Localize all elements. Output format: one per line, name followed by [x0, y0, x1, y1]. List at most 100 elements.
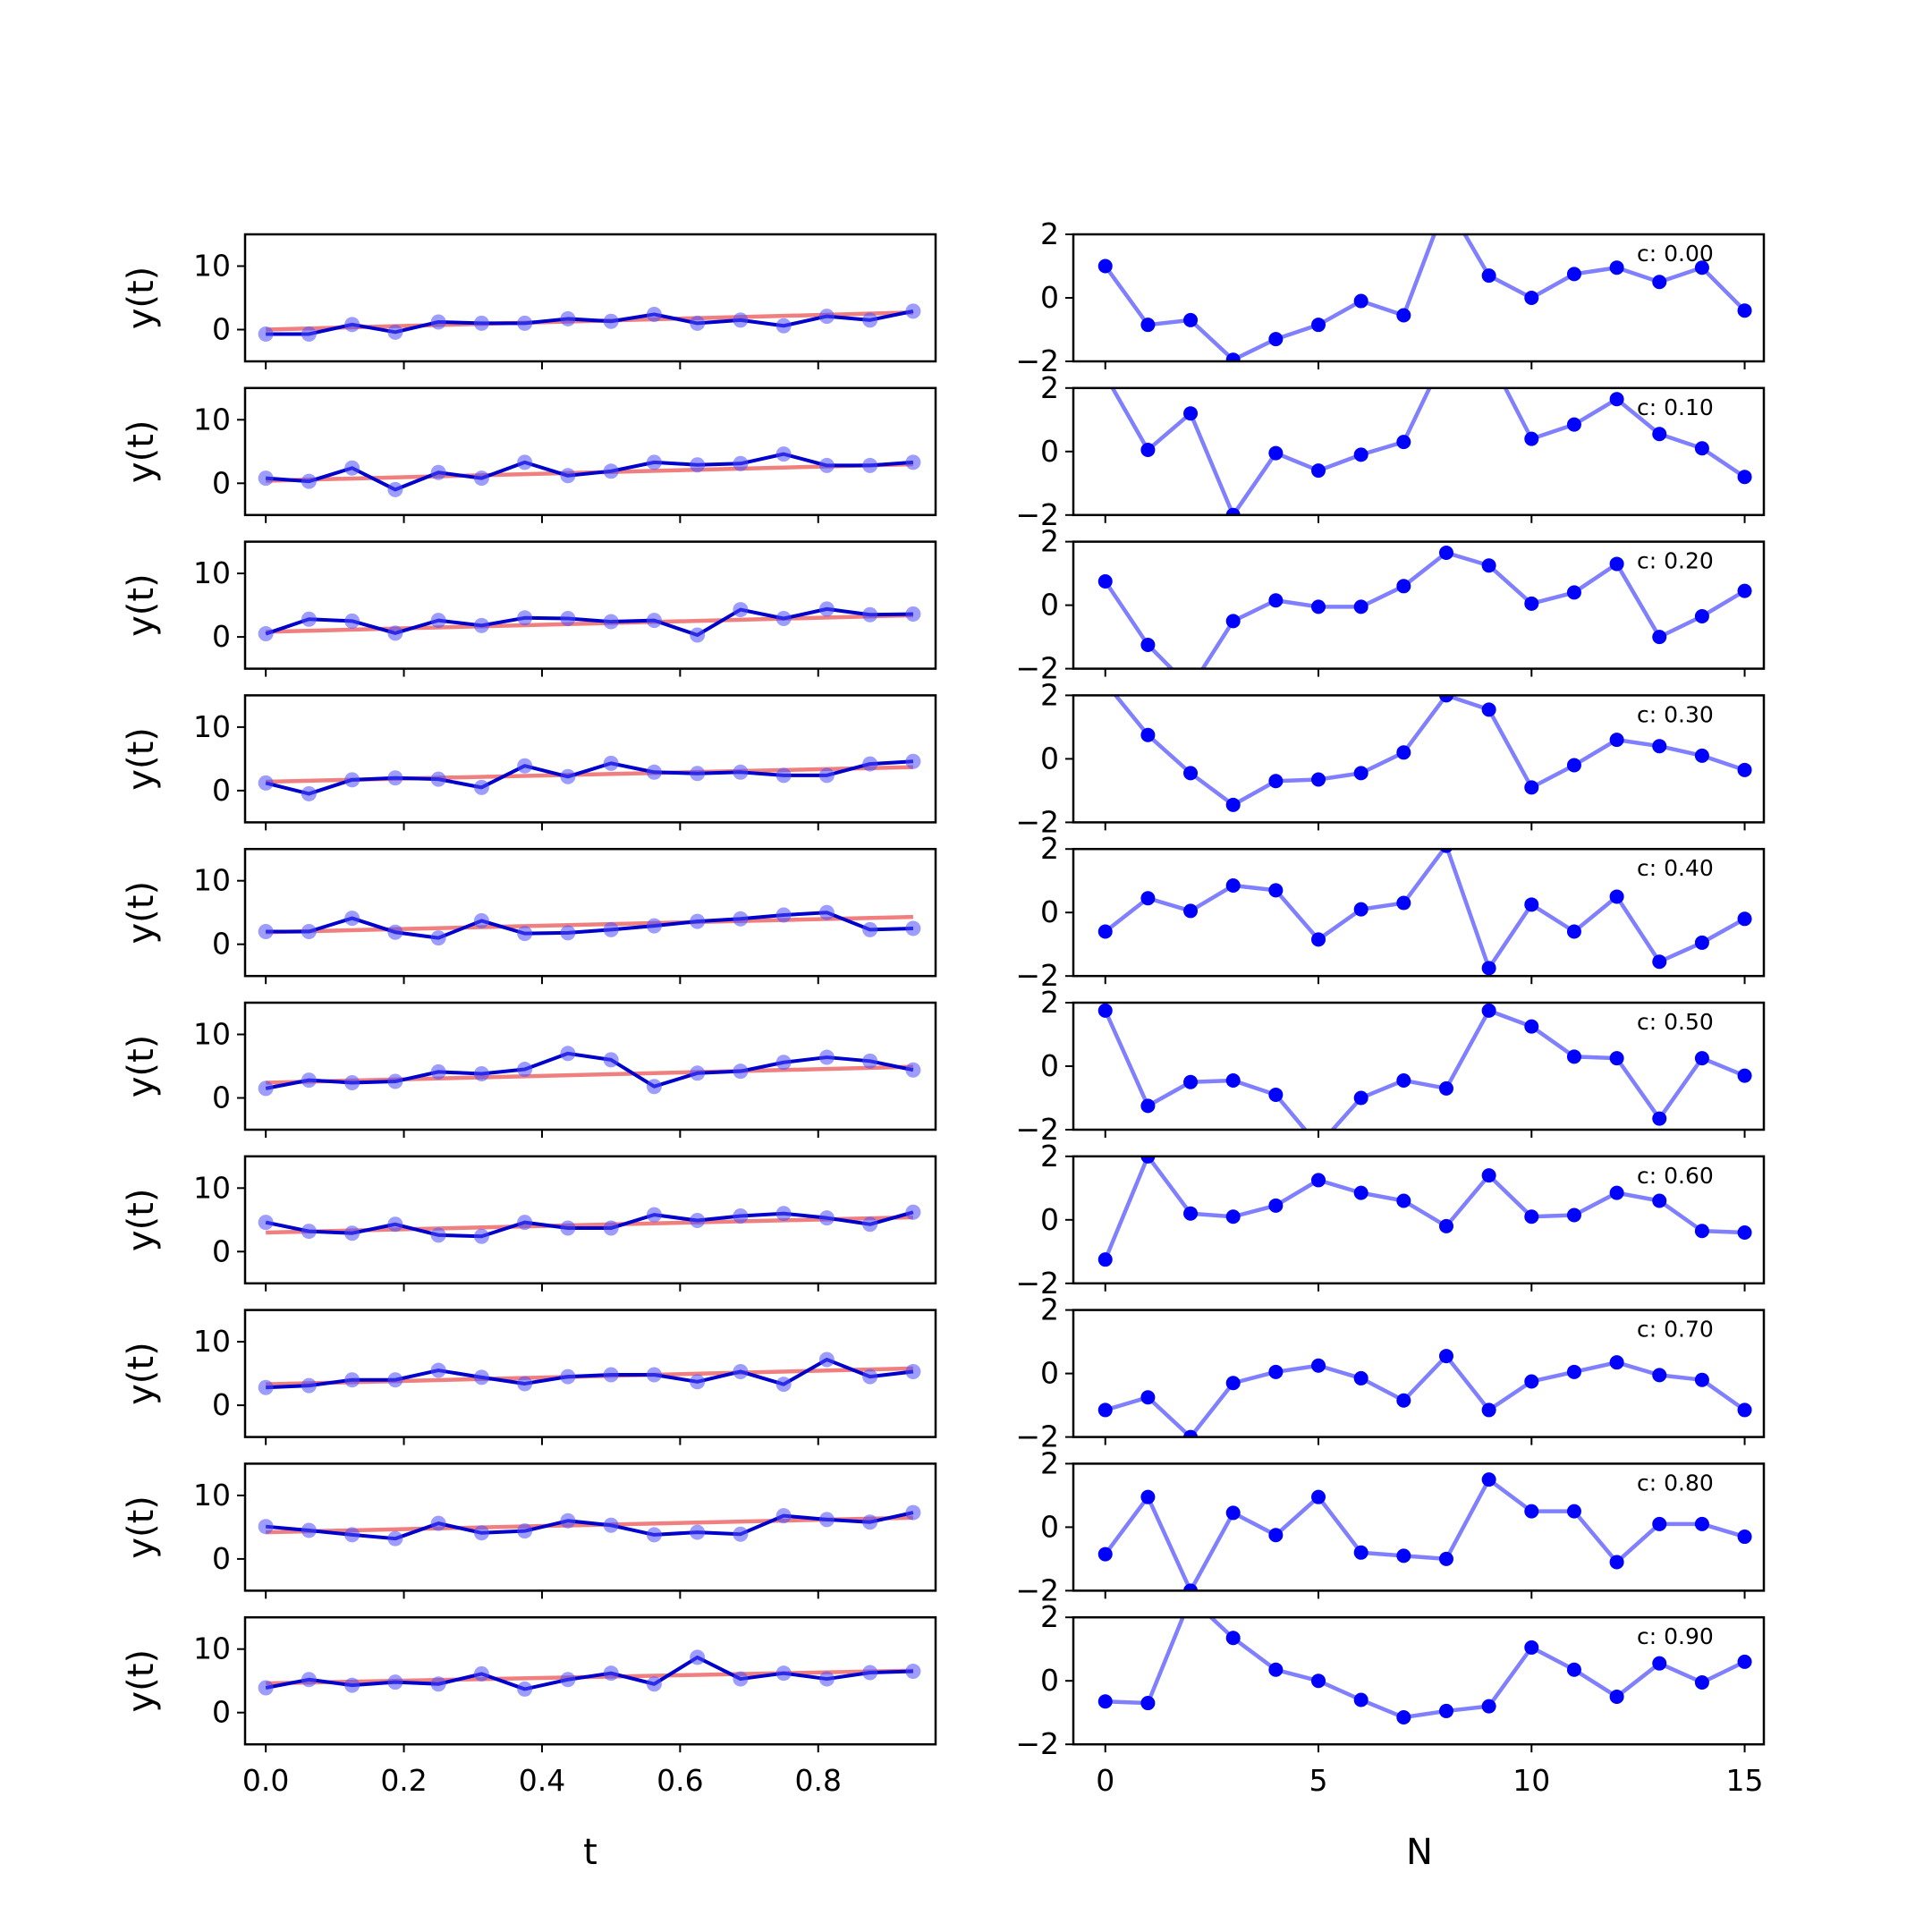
data-point [690, 1065, 706, 1081]
data-point [603, 921, 619, 937]
data-point [517, 1215, 533, 1231]
data-point [905, 1504, 921, 1521]
data-point [1396, 1193, 1411, 1208]
data-point [1183, 903, 1199, 919]
data-point [387, 1073, 403, 1089]
data-point [1524, 431, 1539, 446]
data-point [430, 1063, 446, 1080]
right-x-axis-label: N [1406, 1832, 1433, 1873]
data-point [690, 1524, 706, 1540]
data-point [1481, 1168, 1496, 1183]
data-point [646, 1527, 662, 1543]
y-tick-label: 2 [1040, 985, 1059, 1020]
left-panel-3: 0 10 y(t) [121, 694, 937, 831]
data-point [690, 315, 706, 331]
data-point [1524, 1374, 1539, 1389]
data-point [1311, 1674, 1326, 1689]
data-point [1481, 1003, 1496, 1018]
data-point [1524, 596, 1539, 611]
data-point [560, 1672, 576, 1688]
data-point [1225, 507, 1241, 515]
y-tick-label: −2 [1015, 1726, 1059, 1761]
data-point [1097, 1252, 1113, 1267]
data-point [818, 1210, 835, 1226]
left-panel-1: 0 10 y(t) [121, 386, 937, 523]
data-point [1566, 924, 1581, 939]
data-point [258, 326, 274, 342]
data-point [1652, 427, 1667, 442]
data-point [258, 1080, 274, 1097]
data-point [1225, 1209, 1241, 1224]
data-point [517, 1376, 533, 1392]
data-point [1737, 762, 1752, 777]
data-point [1652, 1368, 1667, 1383]
data-point [1481, 1699, 1496, 1714]
x-tick-label: 5 [1309, 1763, 1328, 1798]
data-point [344, 1527, 360, 1543]
y-tick-label: −2 [1015, 497, 1059, 532]
y-tick-label: 0 [1040, 434, 1059, 469]
data-point [775, 1206, 792, 1222]
data-point [733, 1208, 749, 1224]
data-point [1609, 889, 1624, 904]
data-point [387, 1674, 403, 1690]
data-point [1481, 1472, 1496, 1487]
panel-c-label: c: 0.50 [1637, 1009, 1714, 1035]
data-point [1694, 748, 1709, 763]
right-panel-8: 2 0 −2 c: 0.80 [1015, 1445, 1766, 1607]
y-tick-label: 0 [212, 312, 231, 347]
fit-line [266, 1515, 913, 1535]
data-point [1396, 1548, 1411, 1563]
data-point [430, 1515, 446, 1531]
fit-line [266, 914, 913, 935]
axes-frame [243, 1001, 937, 1131]
data-point [1097, 924, 1113, 939]
series-line [1103, 1477, 1746, 1591]
data-point [733, 1526, 749, 1542]
data-point [1737, 1402, 1752, 1418]
data-point [430, 930, 446, 946]
data-point [862, 1665, 878, 1681]
y-tick-label: 0 [1040, 588, 1059, 623]
y-axis-label: y(t) [121, 573, 162, 637]
data-point [301, 1672, 317, 1688]
data-point [733, 1363, 749, 1379]
data-point [862, 1514, 878, 1530]
data-point [1396, 579, 1411, 594]
y-axis-label: y(t) [121, 727, 162, 791]
data-point [1438, 1080, 1453, 1096]
right-plot-area [1097, 1349, 1752, 1437]
panel-c-label: c: 0.90 [1637, 1623, 1714, 1649]
data-point [473, 1228, 489, 1244]
data-point [733, 764, 749, 780]
data-point [1438, 546, 1453, 561]
observed-line [265, 1511, 914, 1541]
data-point [517, 758, 533, 774]
panel-c-label: c: 0.60 [1637, 1163, 1714, 1189]
panel-c-label: c: 0.30 [1637, 701, 1714, 727]
data-point [1140, 637, 1156, 652]
data-point [818, 904, 835, 920]
data-point [387, 1372, 403, 1388]
data-point [1566, 1662, 1581, 1677]
data-point [603, 463, 619, 479]
axes-frame [243, 694, 937, 824]
data-point [1225, 1376, 1241, 1391]
data-point [690, 1374, 706, 1390]
y-tick-label: 0 [1040, 1202, 1059, 1237]
data-point [1225, 1505, 1241, 1521]
data-point [1609, 1185, 1624, 1200]
right-plot-area [1110, 387, 1752, 515]
data-point [1353, 1370, 1368, 1385]
data-point [430, 1227, 446, 1243]
data-point [603, 614, 619, 630]
data-point [1268, 593, 1284, 608]
data-point [344, 317, 360, 333]
data-point [603, 1052, 619, 1068]
right-plot-area [1097, 849, 1752, 976]
axes-frame [243, 540, 937, 670]
y-tick-label: 10 [193, 1631, 231, 1666]
data-point [1396, 435, 1411, 450]
y-axis-label: y(t) [121, 1496, 162, 1559]
data-point [301, 1224, 317, 1240]
